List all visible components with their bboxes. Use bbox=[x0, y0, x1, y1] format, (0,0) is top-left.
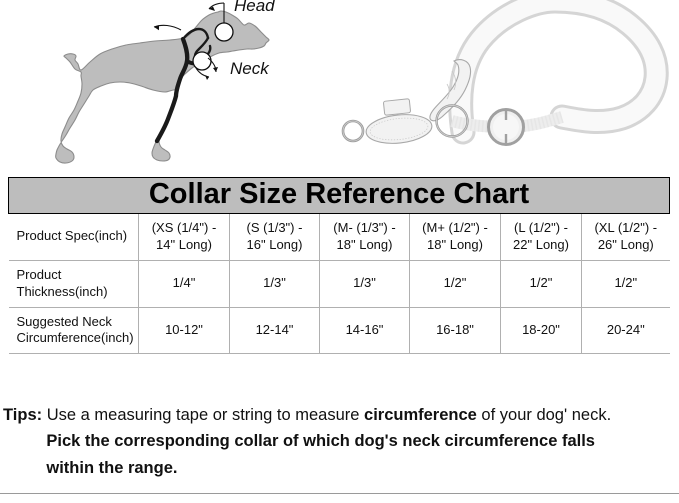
svg-text:Head: Head bbox=[234, 0, 275, 15]
svg-text:Neck: Neck bbox=[230, 59, 270, 78]
